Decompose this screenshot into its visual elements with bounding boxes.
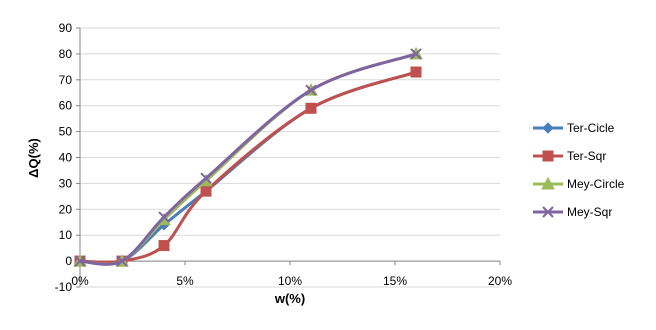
legend-marker — [541, 176, 555, 190]
series-line — [79, 70, 417, 264]
y-tick-label: 10 — [59, 228, 73, 242]
y-tick-label: 40 — [59, 151, 73, 165]
legend-item: Ter-Cicle — [533, 121, 615, 135]
legend-marker — [542, 150, 554, 162]
legend-item: Mey-Circle — [533, 176, 625, 191]
data-point — [200, 172, 212, 184]
legend-item: Mey-Sqr — [533, 205, 612, 219]
data-point — [158, 240, 170, 252]
data-point — [116, 255, 128, 267]
legend-marker — [542, 122, 554, 134]
y-tick-label: -10 — [55, 280, 73, 294]
legend-label: Mey-Circle — [567, 177, 625, 191]
series-3 — [74, 48, 422, 267]
y-tick-label: 70 — [59, 73, 73, 87]
y-tick-label: 60 — [59, 99, 73, 113]
data-point — [200, 185, 212, 197]
data-point — [410, 48, 422, 60]
legend-label: Ter-Sqr — [567, 149, 606, 163]
y-tick-label: 90 — [59, 21, 73, 35]
x-tick-label: 0% — [71, 274, 89, 288]
gridlines — [80, 27, 500, 288]
x-tick-label: 20% — [488, 274, 512, 288]
data-point — [305, 84, 317, 96]
series-0 — [74, 66, 422, 267]
tick-labels: -10 0 10 20 30 40 50 60 70 80 90 0% 5% 10% 15% 20% — [55, 21, 513, 294]
y-tick-label: 50 — [59, 125, 73, 139]
x-tick-label: 10% — [278, 274, 302, 288]
x-tick-label: 5% — [176, 274, 194, 288]
series-1 — [74, 66, 422, 267]
y-tick-label: 20 — [59, 202, 73, 216]
y-tick-label: 30 — [59, 176, 73, 190]
y-tick-label: 0 — [65, 254, 72, 268]
data-point — [305, 102, 317, 114]
series-layer — [73, 46, 423, 267]
legend: Ter-Cicle Ter-Sqr Mey-Circle Mey-Sqr — [533, 121, 625, 219]
data-point — [74, 255, 86, 267]
legend-label: Ter-Cicle — [567, 121, 615, 135]
legend-marker — [542, 206, 554, 218]
y-axis-title: ΔQ(%) — [26, 138, 41, 178]
x-axis-title: w(%) — [274, 291, 305, 306]
data-point — [158, 211, 170, 223]
data-point — [410, 66, 422, 78]
y-tick-label: 80 — [59, 47, 73, 61]
legend-label: Mey-Sqr — [567, 205, 612, 219]
legend-item: Ter-Sqr — [533, 149, 606, 163]
x-tick-label: 15% — [383, 274, 407, 288]
